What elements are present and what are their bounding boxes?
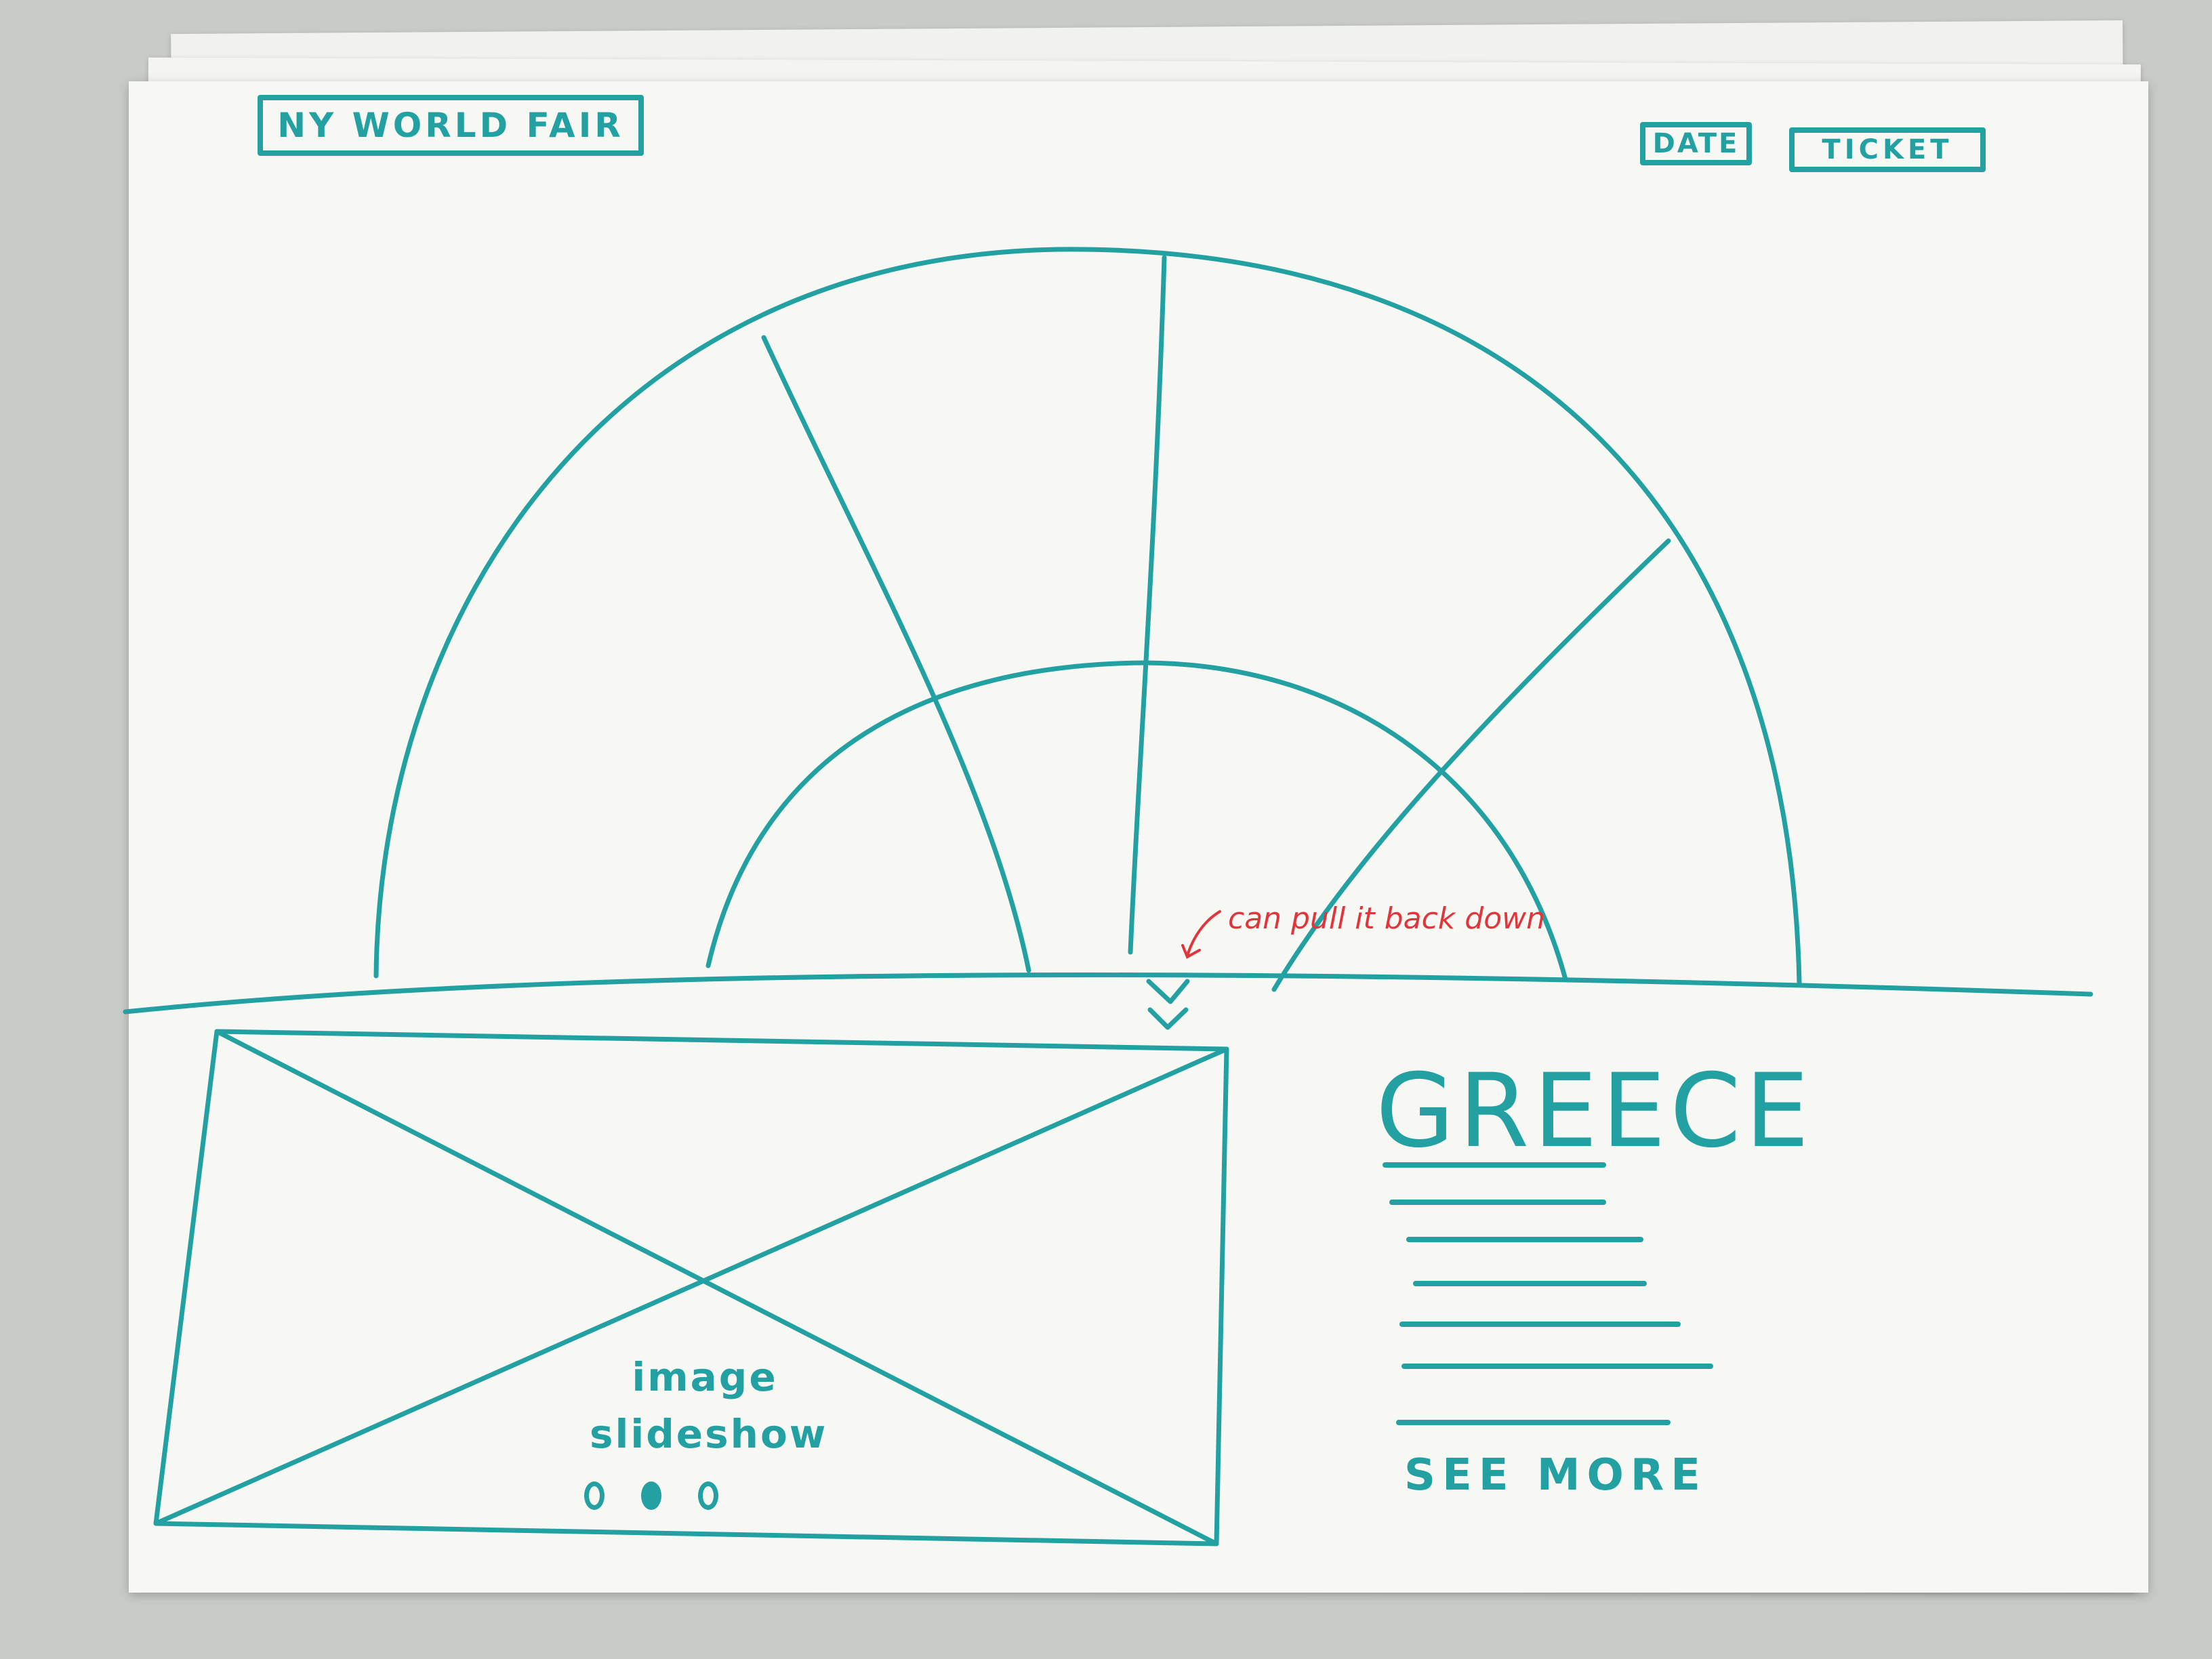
heading-underline [1382,1162,1606,1168]
text-line-placeholder [1396,1420,1671,1425]
slideshow-caption-line1: image [632,1354,778,1400]
date-nav-button[interactable]: DATE [1640,122,1752,165]
text-line-placeholder [1401,1364,1713,1369]
annotation-note: can pull it back down [1228,901,1546,936]
slideshow-caption-line2: slideshow [590,1411,828,1457]
slideshow-dot-3[interactable] [698,1481,718,1510]
text-line-placeholder [1399,1322,1681,1327]
feature-heading: GREECE [1376,1052,1814,1170]
slideshow-dot-1[interactable] [584,1481,605,1510]
text-line-placeholder [1406,1237,1643,1242]
site-title-logo[interactable]: NY WORLD FAIR [258,95,644,156]
text-line-placeholder [1389,1200,1606,1205]
see-more-link[interactable]: SEE MORE [1404,1450,1707,1500]
text-line-placeholder [1413,1281,1647,1286]
slideshow-caption: image slideshow [590,1349,828,1462]
slideshow-dot-2[interactable] [641,1481,661,1510]
ticket-nav-button[interactable]: TICKET [1789,127,1986,172]
slideshow-pagination [584,1481,718,1510]
paper-sheet-front [129,81,2148,1593]
